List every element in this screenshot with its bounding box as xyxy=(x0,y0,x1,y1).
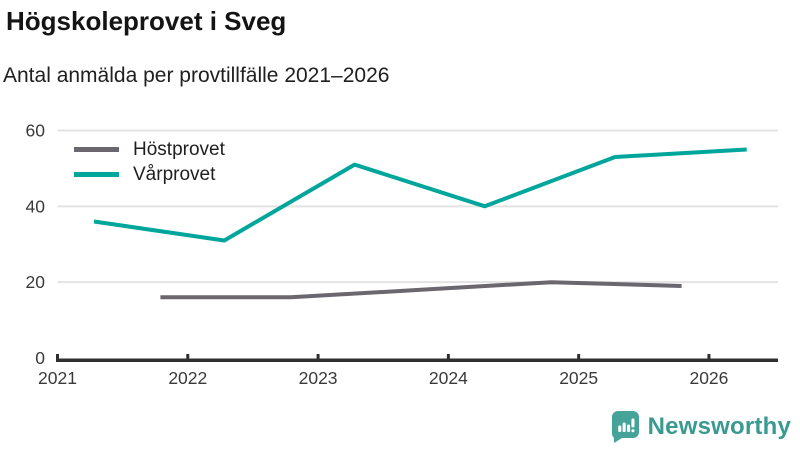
x-tick-label-2026: 2026 xyxy=(689,368,728,388)
y-tick-label-60: 60 xyxy=(26,121,46,141)
newsworthy-logo-text: Newsworthy xyxy=(647,412,791,440)
x-tick-label-2024: 2024 xyxy=(429,368,468,388)
x-tick-label-2022: 2022 xyxy=(168,368,207,388)
x-tick-label-2025: 2025 xyxy=(559,368,598,388)
legend-item-v-rprovet: Vårprovet xyxy=(74,163,225,185)
series-line-h-stprovet xyxy=(160,280,682,300)
legend-item-h-stprovet: Höstprovet xyxy=(74,138,225,160)
legend-label: Höstprovet xyxy=(133,138,225,160)
y-tick-label-0: 0 xyxy=(35,348,45,368)
x-tick-label-2023: 2023 xyxy=(299,368,338,388)
legend-swatch xyxy=(74,146,119,152)
newsworthy-logo[interactable]: Newsworthy xyxy=(611,410,791,443)
legend-swatch xyxy=(74,171,119,177)
chart-legend: Höstprovet Vårprovet xyxy=(74,138,225,185)
chart-title: Högskoleprovet i Sveg xyxy=(6,6,287,36)
chart-subtitle: Antal anmälda per provtillfälle 2021–202… xyxy=(3,64,390,87)
y-tick-label-20: 20 xyxy=(26,272,46,292)
newsworthy-logo-icon xyxy=(611,411,639,443)
x-tick-label-2021: 2021 xyxy=(38,368,77,388)
series-line-v-rprovet xyxy=(93,147,747,243)
y-tick-label-40: 40 xyxy=(26,196,46,216)
legend-label: Vårprovet xyxy=(133,163,216,185)
